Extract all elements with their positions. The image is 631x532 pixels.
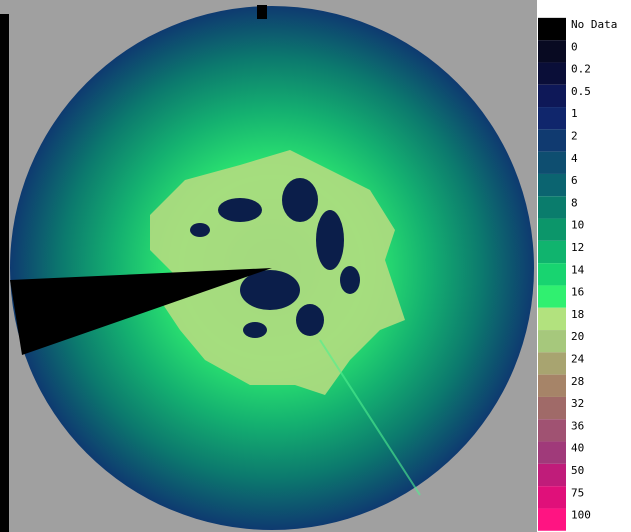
legend-label: 100 — [571, 509, 591, 522]
legend-swatch — [538, 174, 566, 196]
legend-label: 0.5 — [571, 85, 591, 98]
legend-label: 6 — [571, 174, 578, 187]
legend-swatch — [538, 330, 566, 352]
legend-label: 28 — [571, 375, 584, 388]
legend-label: 36 — [571, 419, 584, 432]
legend-swatch — [538, 486, 566, 508]
legend-swatch — [538, 219, 566, 241]
legend-label: 2 — [571, 130, 578, 143]
legend-label: 75 — [571, 486, 584, 499]
left-edge — [0, 14, 9, 532]
north-marker — [257, 5, 267, 19]
legend-swatch — [538, 196, 566, 218]
legend-swatch — [538, 241, 566, 263]
legend-label: 16 — [571, 286, 584, 299]
legend-label: 1 — [571, 107, 578, 120]
legend-swatch — [538, 464, 566, 486]
legend-swatch — [538, 107, 566, 129]
legend-swatch — [538, 152, 566, 174]
legend-label: 24 — [571, 353, 585, 366]
legend-label: 10 — [571, 219, 584, 232]
legend-swatch — [538, 129, 566, 151]
legend-swatch — [538, 308, 566, 330]
legend-swatch — [538, 285, 566, 307]
legend-swatch — [538, 442, 566, 464]
legend-swatch — [538, 18, 566, 40]
legend-label: No Data — [571, 18, 617, 31]
legend-swatch — [538, 508, 566, 530]
legend-label: 32 — [571, 397, 584, 410]
legend-label: 8 — [571, 196, 578, 209]
radar-display: No Data00.20.512468101214161820242832364… — [0, 0, 631, 532]
legend-swatch — [538, 419, 566, 441]
legend-swatch — [538, 62, 566, 84]
legend-label: 12 — [571, 241, 584, 254]
legend-label: 20 — [571, 330, 584, 343]
legend-swatch — [538, 263, 566, 285]
legend-label: 0 — [571, 40, 578, 53]
legend-swatch — [538, 85, 566, 107]
legend-swatch — [538, 397, 566, 419]
legend-swatch — [538, 375, 566, 397]
legend-swatch — [538, 352, 566, 374]
legend-label: 4 — [571, 152, 578, 165]
legend-label: 14 — [571, 263, 585, 276]
legend-label: 50 — [571, 464, 584, 477]
legend-label: 18 — [571, 308, 584, 321]
legend-swatch — [538, 40, 566, 62]
legend-label: 40 — [571, 442, 584, 455]
legend-label: 0.2 — [571, 63, 591, 76]
